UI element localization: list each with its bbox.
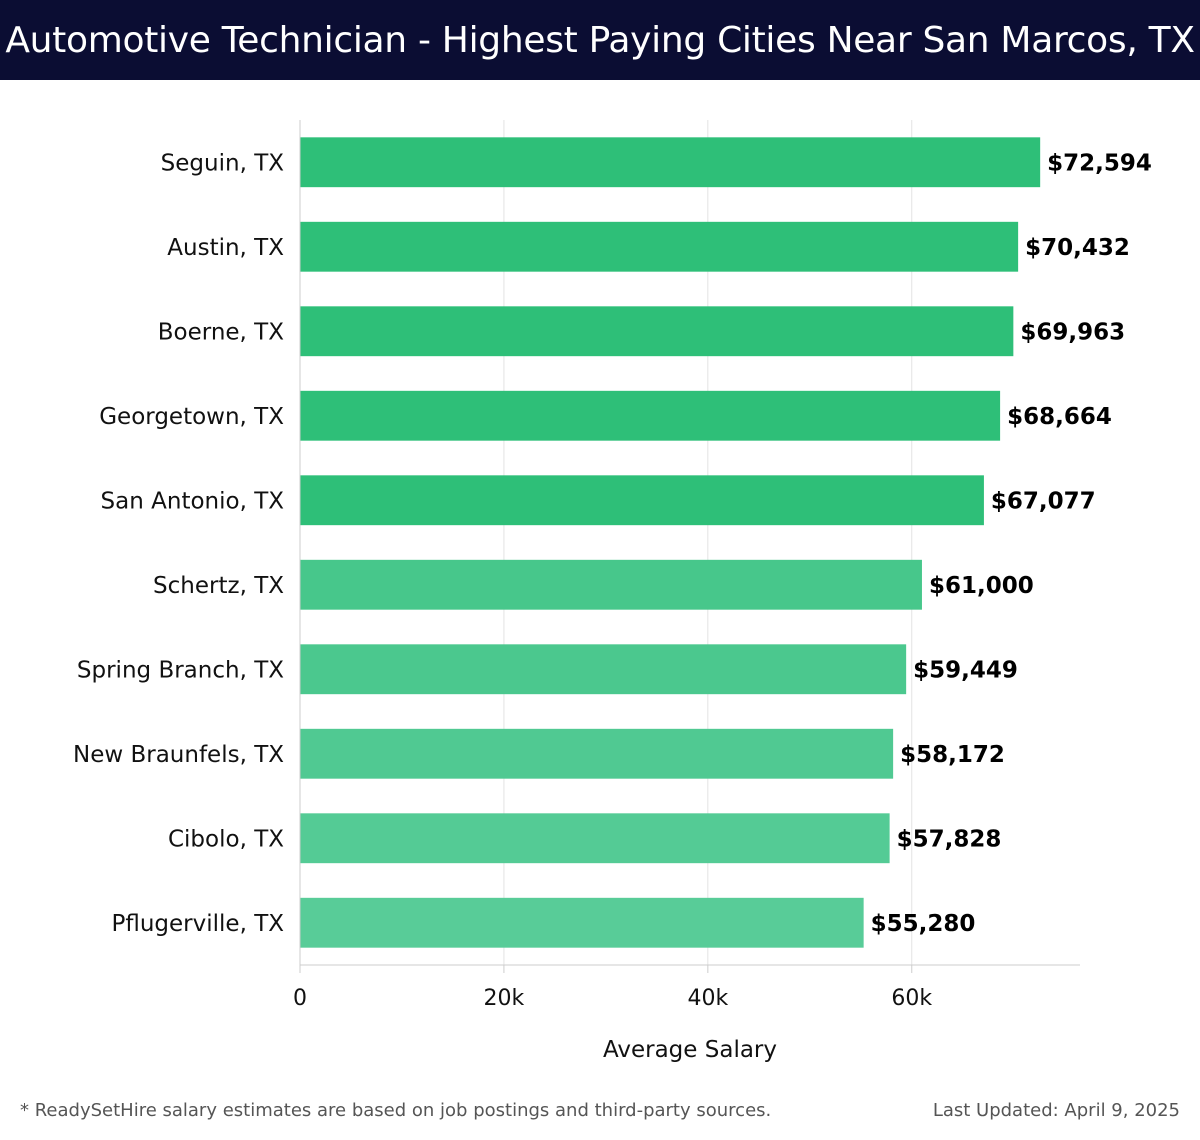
- bars: [300, 137, 1041, 948]
- labels: 0 20k 40k 60k Seguin, TX $72,594 Austin, TX $70…: [73, 150, 1152, 1011]
- category-label: New Braunfels, TX: [73, 742, 284, 768]
- value-label: $55,280: [871, 911, 976, 937]
- category-label: Schertz, TX: [153, 573, 284, 599]
- value-label: $68,664: [1007, 404, 1112, 430]
- category-label: Boerne, TX: [158, 319, 284, 345]
- bar: [300, 137, 1041, 188]
- title-bar: Automotive Technician - Highest Paying C…: [0, 0, 1200, 80]
- value-label: $69,963: [1020, 319, 1125, 345]
- bar: [300, 390, 1001, 441]
- last-updated: Last Updated: April 9, 2025: [932, 1100, 1180, 1121]
- category-label: Seguin, TX: [161, 150, 285, 176]
- value-label: $57,828: [897, 826, 1002, 852]
- bar: [300, 728, 894, 779]
- x-tick-label: 0: [293, 986, 307, 1011]
- category-label: San Antonio, TX: [101, 488, 285, 514]
- chart-title: Automotive Technician - Highest Paying C…: [5, 19, 1195, 61]
- bar: [300, 897, 864, 948]
- category-label: Spring Branch, TX: [77, 657, 284, 683]
- value-label: $59,449: [913, 657, 1018, 683]
- bar: [300, 221, 1019, 272]
- bar: [300, 306, 1014, 357]
- footer-note: * ReadySetHire salary estimates are base…: [20, 1100, 772, 1121]
- x-tick-label: 20k: [484, 986, 525, 1011]
- value-label: $58,172: [900, 742, 1005, 768]
- bar: [300, 475, 984, 526]
- value-label: $67,077: [991, 488, 1096, 514]
- category-label: Austin, TX: [167, 235, 284, 261]
- bar: [300, 559, 922, 610]
- bar: [300, 644, 907, 695]
- x-tick-label: 60k: [891, 986, 932, 1011]
- x-axis-title: Average Salary: [603, 1037, 777, 1063]
- category-label: Pflugerville, TX: [112, 911, 285, 937]
- x-tick-label: 40k: [687, 986, 728, 1011]
- value-label: $72,594: [1047, 150, 1152, 176]
- category-label: Georgetown, TX: [99, 404, 284, 430]
- salary-bar-chart: 0 20k 40k 60k Seguin, TX $72,594 Austin, TX $70…: [73, 120, 1152, 1063]
- category-label: Cibolo, TX: [168, 826, 284, 852]
- bar: [300, 813, 890, 864]
- value-label: $61,000: [929, 573, 1034, 599]
- value-label: $70,432: [1025, 235, 1130, 261]
